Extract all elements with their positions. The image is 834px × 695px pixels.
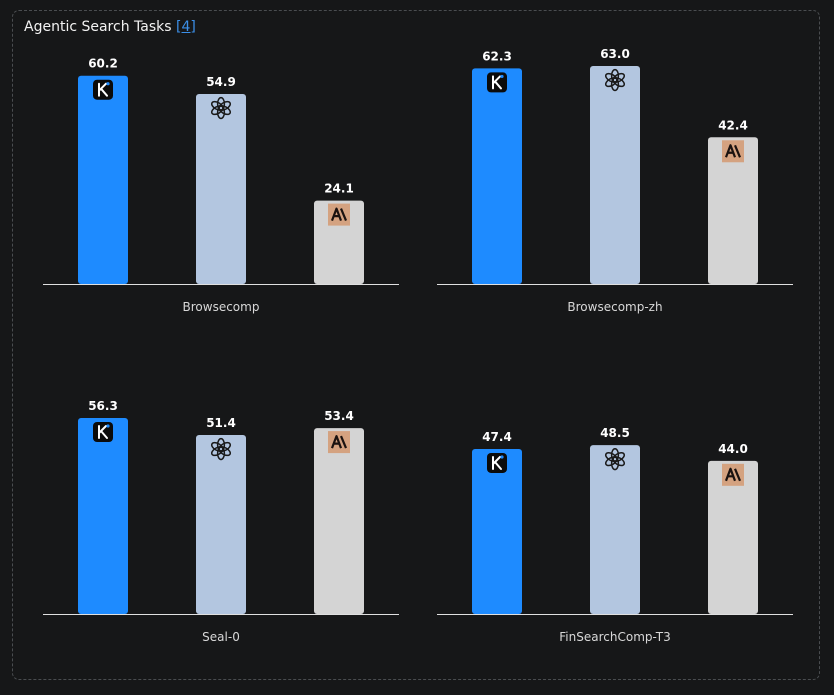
anthropic-logo-icon [722,140,744,163]
category-label: Seal-0 [202,630,240,644]
anthropic-logo-mark [724,144,742,158]
bar-anthropic [708,137,758,284]
openai-logo-petal [210,441,224,452]
anthropic-logo-mark [724,467,742,482]
panel-title-text: Agentic Search Tasks [24,19,172,35]
value-label-openai: 63.0 [600,47,630,61]
value-label-kimi: 62.3 [482,49,512,63]
reference-link[interactable]: [4] [176,19,196,35]
bar-openai [590,66,640,284]
category-label: FinSearchComp-T3 [559,630,670,644]
value-label-anthropic: 24.1 [324,182,354,196]
bar-anthropic [708,460,758,614]
chart-browsecomp-zh: 62.3 63.0 42.4 Browsecomp-zh [437,47,793,314]
agentic-search-panel: Agentic Search Tasks [4] [12,10,820,680]
value-label-anthropic: 44.0 [718,442,748,456]
kimi-logo-k [492,75,502,90]
kimi-logo-dot [500,455,504,459]
value-label-openai: 51.4 [206,416,236,430]
chart-seal-0: 56.3 51.4 53.4 Seal-0 [43,399,399,644]
value-label-anthropic: 53.4 [324,409,354,423]
kimi-logo-icon [487,452,507,473]
kimi-logo-k [98,82,108,97]
category-label: Browsecomp-zh [567,300,662,314]
openai-logo-icon [604,448,626,471]
bar-kimi [472,68,522,284]
value-label-kimi: 60.2 [88,57,118,71]
chart-browsecomp: 60.2 54.9 24.1 Browsecomp [43,57,399,314]
value-label-openai: 48.5 [600,426,630,440]
anthropic-logo-icon [328,203,350,226]
openai-logo-icon [210,437,232,461]
anthropic-logo-mark [330,434,348,449]
anthropic-logo-icon [722,463,744,486]
kimi-logo-icon [487,72,507,93]
kimi-logo-k [492,455,502,470]
bar-kimi [472,448,522,614]
bar-anthropic [314,428,364,614]
value-label-anthropic: 42.4 [718,118,748,132]
chart-finsearchcomp-t3: 47.4 48.5 44.0 FinSearchComp-T3 [437,426,793,644]
value-label-kimi: 56.3 [88,399,118,413]
openai-logo-icon [210,96,232,120]
openai-logo-petal [604,72,618,83]
bar-anthropic [314,200,364,284]
kimi-logo-icon [93,422,113,442]
bar-openai [196,94,246,285]
kimi-logo-icon [93,79,113,100]
anthropic-logo-icon [328,431,350,454]
bar-kimi [78,75,128,284]
bar-openai [590,445,640,614]
bar-openai [196,435,246,614]
bar-kimi [78,418,128,614]
value-label-kimi: 47.4 [482,430,512,444]
openai-logo-petal [210,100,224,111]
openai-logo-petal [604,452,618,463]
kimi-logo-k [98,425,108,439]
kimi-logo-dot [106,82,110,86]
anthropic-logo-mark [330,207,348,222]
panel-title: Agentic Search Tasks [4] [24,19,196,35]
value-label-openai: 54.9 [206,75,236,89]
openai-logo-icon [604,68,626,92]
kimi-logo-dot [500,74,504,79]
category-label: Browsecomp [183,300,260,314]
kimi-logo-dot [106,424,110,428]
